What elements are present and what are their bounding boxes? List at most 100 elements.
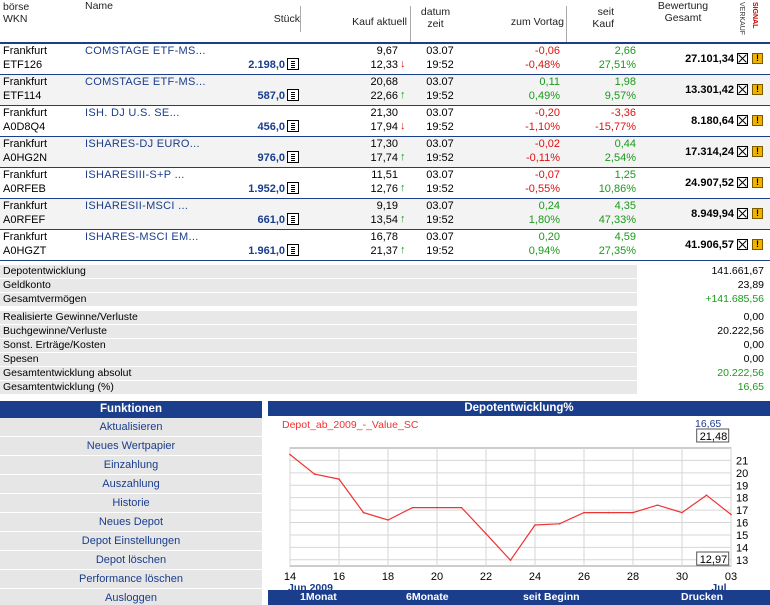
header-bewertung: Bewertung Gesamt: [648, 0, 718, 24]
details-icon[interactable]: [287, 120, 299, 132]
security-name-link[interactable]: ISHARESII-MSCI ...: [85, 200, 189, 212]
menu-item-depot-loeschen[interactable]: Depot löschen: [0, 551, 262, 570]
summary-row: Gesamtentwicklung (%) 16,65: [0, 381, 770, 395]
signal-warning-icon[interactable]: !: [752, 53, 763, 64]
security-name-link[interactable]: ISHARESIII-S+P ...: [85, 169, 185, 181]
signal-warning-icon[interactable]: !: [752, 177, 763, 188]
summary-row: Gesamtvermögen +141.685,56: [0, 293, 770, 307]
cell-kurs: 12,76: [370, 183, 398, 195]
cell-bewertung: 41.906,57: [685, 239, 734, 251]
print-button[interactable]: Drucken: [681, 591, 724, 603]
plot-area: [289, 447, 732, 567]
menu-item-auszahlung[interactable]: Auszahlung: [0, 475, 262, 494]
details-icon[interactable]: [287, 244, 299, 256]
cell-kurs: 17,74: [370, 152, 398, 164]
menu-item-aktualisieren[interactable]: Aktualisieren: [0, 418, 262, 437]
cell-wkn: A0D8Q4: [3, 121, 46, 133]
data-point: [558, 522, 561, 525]
header-wkn: WKN: [3, 13, 28, 25]
details-icon[interactable]: [287, 58, 299, 70]
range-seit-beginn-button[interactable]: seit Beginn: [523, 591, 580, 603]
chart-panel: Depotentwicklung% 13 14 15 16 17 18 19 20 21 14 16…: [268, 401, 770, 605]
summary-label: Gesamtvermögen: [0, 293, 637, 306]
cell-qty: 661,0: [257, 214, 285, 226]
cell-wkn: ETF114: [3, 90, 42, 102]
y-tick-label: 16: [736, 518, 748, 530]
cell-bewertung: 8.949,94: [691, 208, 734, 220]
sell-icon[interactable]: [737, 146, 748, 157]
cell-wkn: A0RFEF: [3, 214, 46, 226]
details-icon[interactable]: [287, 213, 299, 225]
sell-icon[interactable]: [737, 84, 748, 95]
cell-kauf: 9,67: [376, 45, 398, 57]
header-zeit: zeit: [427, 18, 444, 30]
cell-date: 03.07: [426, 138, 454, 150]
signal-warning-icon[interactable]: !: [752, 146, 763, 157]
cell-exchange: Frankfurt: [3, 107, 48, 119]
menu-item-depot-einstellungen[interactable]: Depot Einstellungen: [0, 532, 262, 551]
menu-item-neues-depot[interactable]: Neues Depot: [0, 513, 262, 532]
y-tick-label: 17: [736, 505, 748, 517]
cell-vortag-abs: -0,07: [534, 169, 560, 181]
cell-vortag-pct: 0,94%: [528, 245, 560, 257]
range-1monat-button[interactable]: 1Monat: [300, 591, 337, 603]
signal-warning-icon[interactable]: !: [752, 208, 763, 219]
series-label: Depot_ab_2009_-_Value_SC: [282, 419, 419, 431]
menu-item-performance-loeschen[interactable]: Performance löschen: [0, 570, 262, 589]
security-name-link[interactable]: COMSTAGE ETF-MS...: [85, 76, 206, 88]
cell-qty: 1.952,0: [248, 183, 285, 195]
header-seit-kauf: seit Kauf: [566, 6, 614, 42]
data-point: [338, 478, 340, 480]
menu-item-einzahlung[interactable]: Einzahlung: [0, 456, 262, 475]
sell-icon[interactable]: [737, 115, 748, 126]
summary-row: Realisierte Gewinne/Verluste 0,00: [0, 311, 770, 325]
cell-qty: 587,0: [257, 90, 285, 102]
cell-kurs: 21,37: [370, 245, 398, 257]
menu-item-historie[interactable]: Historie: [0, 494, 262, 513]
details-icon[interactable]: [287, 151, 299, 163]
data-point: [730, 513, 732, 516]
sell-icon[interactable]: [737, 239, 748, 250]
security-name-link[interactable]: ISHARES-MSCI EM...: [85, 231, 199, 243]
cell-seit-kauf-pct: 27,35%: [598, 245, 636, 257]
range-6monate-button[interactable]: 6Monate: [406, 591, 449, 603]
signal-warning-icon[interactable]: !: [752, 84, 763, 95]
summary-label: Realisierte Gewinne/Verluste: [0, 311, 637, 324]
data-point: [289, 453, 291, 456]
sell-icon[interactable]: [737, 177, 748, 188]
x-month-label: Jun 2009: [288, 582, 333, 590]
x-tick-label: 24: [529, 571, 541, 583]
cell-seit-kauf-abs: 0,44: [614, 138, 636, 150]
menu-item-neues-wertpapier[interactable]: Neues Wertpapier: [0, 437, 262, 456]
signal-warning-icon[interactable]: !: [752, 115, 763, 126]
current-value-label: 16,65: [695, 418, 721, 430]
sell-icon[interactable]: [737, 208, 748, 219]
summary-row: Geldkonto 23,89: [0, 279, 770, 293]
security-name-link[interactable]: ISH. DJ U.S. SE...: [85, 107, 180, 119]
x-month-label: Jul: [711, 582, 726, 590]
security-name-link[interactable]: ISHARES-DJ EURO...: [85, 138, 200, 150]
details-icon[interactable]: [287, 182, 299, 194]
signal-warning-icon[interactable]: !: [752, 239, 763, 250]
cell-seit-kauf-abs: 4,59: [614, 231, 636, 243]
arrow-down-icon: ↓: [400, 58, 406, 70]
details-icon[interactable]: [287, 89, 299, 101]
menu-item-ausloggen[interactable]: Ausloggen: [0, 589, 262, 605]
x-tick-label: 20: [431, 571, 443, 583]
sell-icon[interactable]: [737, 53, 748, 64]
summary-label: Depotentwicklung: [0, 265, 637, 278]
cell-bewertung: 27.101,34: [685, 53, 734, 65]
security-name-link[interactable]: COMSTAGE ETF-MS...: [85, 45, 206, 57]
x-tick-label: 18: [382, 571, 394, 583]
y-tick-label: 19: [736, 480, 748, 492]
summary-value: 23,89: [737, 279, 764, 291]
table-row: Frankfurt A0HGZT ISHARES-MSCI EM... 1.961,0…: [0, 230, 770, 261]
summary-value: 0,00: [743, 339, 764, 351]
cell-exchange: Frankfurt: [3, 231, 48, 243]
cell-wkn: A0HGZT: [3, 245, 47, 257]
summary-label: Sonst. Erträge/Kosten: [0, 339, 637, 352]
cell-bewertung: 8.180,64: [691, 115, 734, 127]
cell-exchange: Frankfurt: [3, 45, 48, 57]
cell-kauf: 17,30: [370, 138, 398, 150]
cell-kurs: 12,33: [370, 59, 398, 71]
